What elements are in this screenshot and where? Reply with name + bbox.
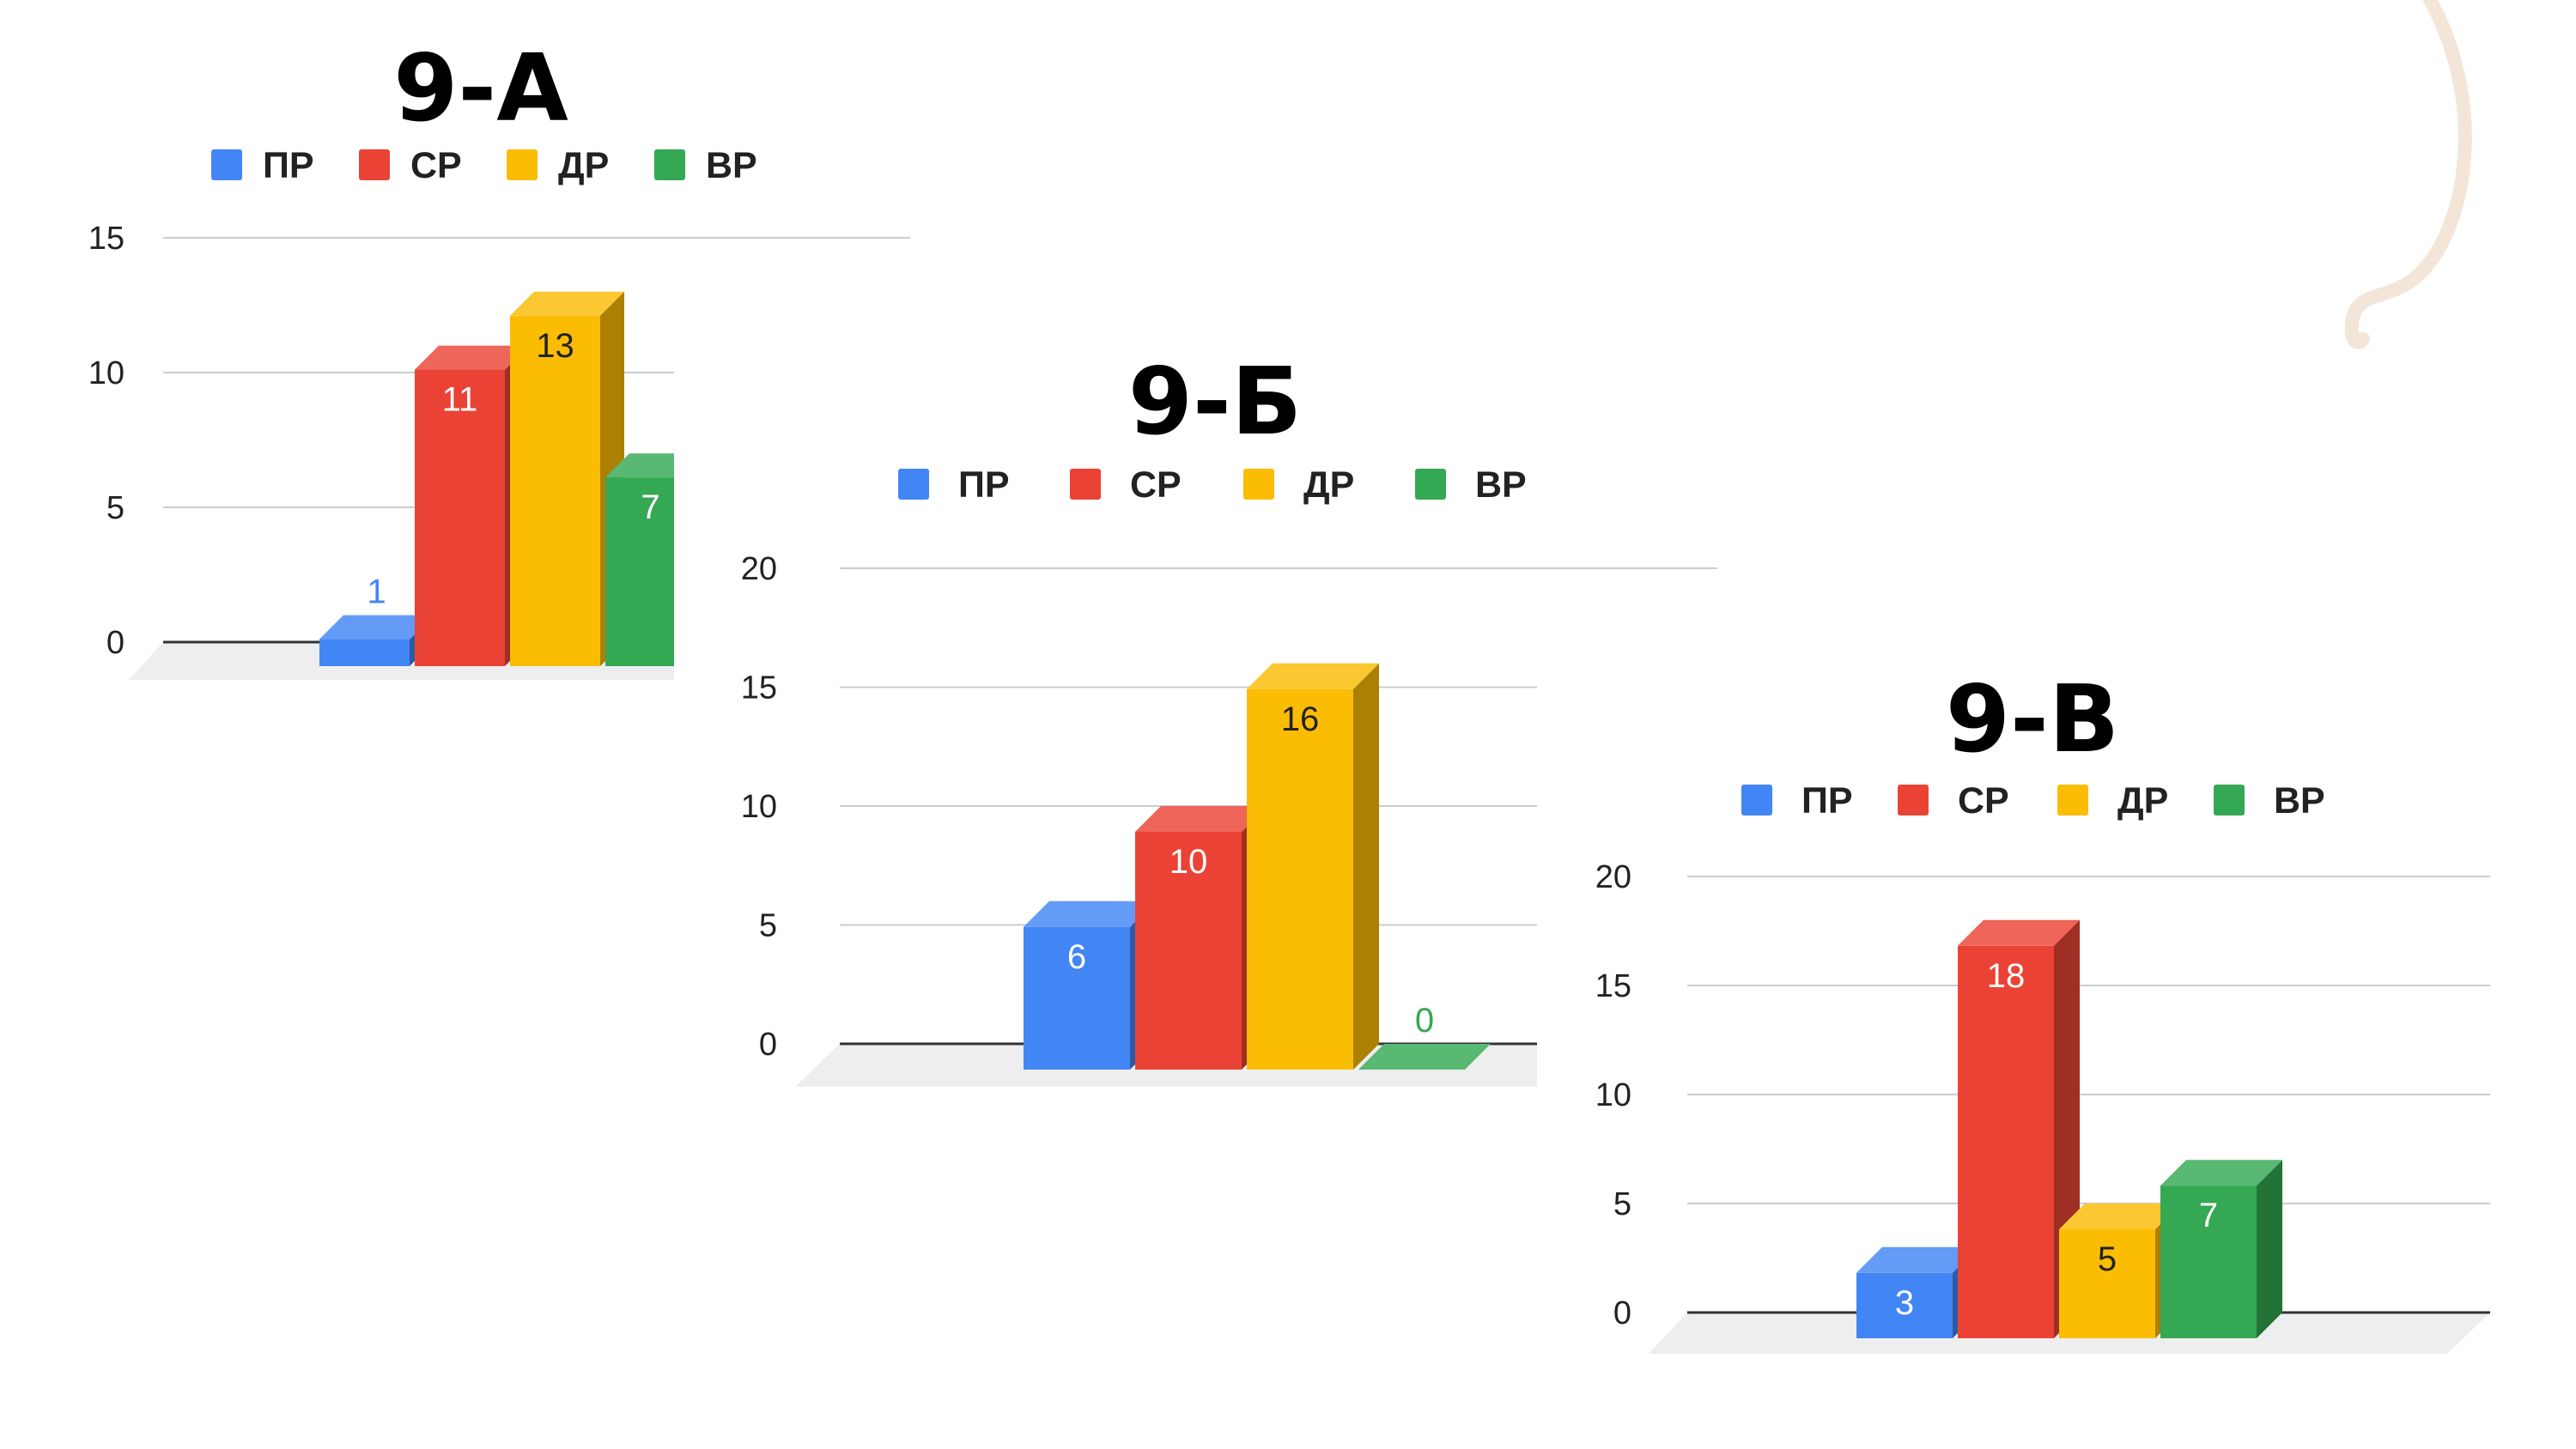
legend-label: ПР — [958, 464, 1010, 506]
bar-side — [2257, 1160, 2282, 1338]
chart-3: 9-В ПР СР ДР ВР 0 5 10 15 20 3 18 5 7 — [1595, 666, 2490, 1354]
legend-swatch — [1741, 785, 1772, 815]
bar-top — [2059, 1203, 2181, 1229]
data-label: 16 — [1281, 700, 1320, 738]
legend-swatch — [2214, 785, 2245, 815]
legend-label: ПР — [263, 145, 314, 186]
legend-swatch — [507, 149, 538, 180]
bar-side — [1353, 663, 1379, 1070]
y-tick-label: 10 — [88, 355, 125, 391]
y-tick-label: 20 — [741, 551, 777, 587]
y-tick-label: 0 — [106, 625, 125, 661]
legend-label: ДР — [2117, 780, 2168, 822]
y-tick-label: 5 — [106, 490, 125, 526]
legend-label: ДР — [1303, 464, 1354, 506]
legend-swatch — [654, 149, 685, 180]
bar-top — [415, 345, 529, 370]
y-tick-label: 15 — [741, 670, 777, 706]
bar-top — [1958, 919, 2080, 946]
y-tick-label: 15 — [1595, 968, 1631, 1004]
data-label: 3 — [1895, 1284, 1914, 1322]
chart-2: 9-Б ПР СР ДР ВР 0 5 10 15 20 6 10 16 0 — [741, 349, 1717, 1087]
bar-side — [696, 453, 720, 666]
legend-swatch — [1415, 469, 1446, 500]
legend-swatch — [1243, 469, 1274, 500]
y-tick-label: 5 — [1613, 1186, 1631, 1222]
bar-top — [1135, 806, 1267, 832]
bar-top — [1856, 1246, 1978, 1273]
legend-label: СР — [1130, 464, 1182, 506]
legend-swatch — [2057, 785, 2088, 815]
legend-label: ПР — [1801, 780, 1853, 822]
data-label: 11 — [442, 381, 478, 419]
chart-title: 9-В — [1946, 666, 2119, 773]
bar — [1135, 832, 1242, 1070]
data-label: 5 — [2098, 1240, 2117, 1278]
data-label: 18 — [1987, 957, 2026, 995]
legend-swatch — [898, 469, 929, 500]
bar — [1958, 945, 2054, 1338]
y-tick-label: 5 — [759, 908, 777, 944]
bar-top — [2160, 1160, 2282, 1186]
legend-swatch — [1070, 469, 1101, 500]
data-label: 7 — [641, 488, 659, 526]
legend-label: СР — [1958, 780, 2009, 822]
bar — [510, 315, 600, 666]
bars — [1024, 663, 1491, 1070]
legend-swatch — [359, 149, 390, 180]
chart-title: 9-Б — [1128, 349, 1302, 456]
bar — [1247, 688, 1353, 1070]
bar — [1024, 926, 1130, 1070]
data-label: 0 — [1415, 1002, 1434, 1040]
legend-label: ДР — [558, 145, 609, 186]
legend-label: ВР — [2274, 780, 2325, 822]
data-label: 6 — [1067, 938, 1086, 976]
bar — [415, 369, 505, 666]
decorative-stroke — [2344, 0, 2472, 349]
bar — [2160, 1185, 2257, 1338]
bar-top — [1247, 663, 1379, 689]
legend-swatch — [1898, 785, 1929, 815]
bar — [605, 477, 674, 666]
bar — [319, 639, 410, 666]
y-tick-label: 10 — [741, 789, 777, 825]
bar — [2059, 1229, 2155, 1338]
legend-swatch — [211, 149, 242, 180]
bar-top — [605, 453, 674, 478]
data-label: 13 — [536, 327, 574, 365]
bar-top — [510, 291, 624, 316]
chart-title: 9-А — [393, 35, 568, 142]
legend-label: ВР — [1475, 464, 1527, 506]
y-tick-label: 20 — [1595, 859, 1631, 895]
data-label: 10 — [1170, 843, 1208, 881]
y-tick-label: 10 — [1595, 1077, 1631, 1113]
bars — [319, 291, 720, 666]
bar-top — [319, 615, 434, 640]
bar-top — [1358, 1044, 1491, 1070]
bar-top — [1024, 900, 1156, 927]
data-label: 7 — [2199, 1197, 2218, 1234]
bars — [1856, 919, 2282, 1338]
bar — [1856, 1272, 1953, 1338]
y-tick-label: 0 — [1613, 1295, 1631, 1331]
legend-label: СР — [410, 145, 462, 186]
data-label: 1 — [367, 573, 386, 611]
y-tick-label: 15 — [88, 221, 125, 257]
y-tick-label: 0 — [759, 1027, 777, 1063]
legend-label: ВР — [706, 145, 757, 186]
